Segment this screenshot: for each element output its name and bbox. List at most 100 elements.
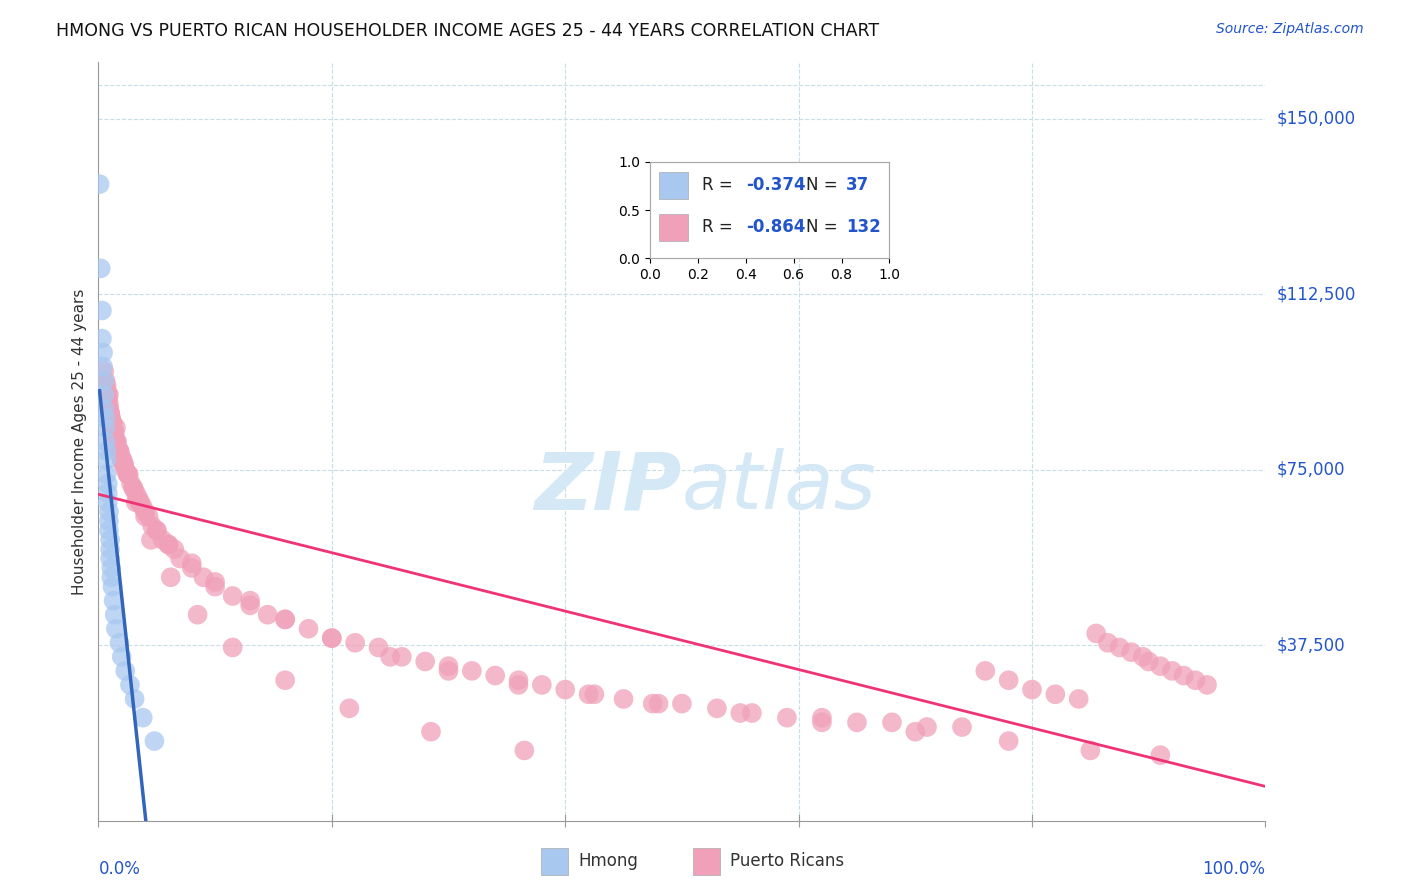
- Point: [583, 687, 606, 701]
- Point: [101, 416, 124, 430]
- Point: [706, 701, 728, 715]
- Text: $150,000: $150,000: [1277, 110, 1355, 128]
- Point: [96, 378, 118, 392]
- Point: [513, 743, 536, 757]
- Point: [950, 720, 973, 734]
- Point: [97, 514, 120, 528]
- Point: [146, 524, 169, 538]
- Point: [103, 593, 125, 607]
- Point: [141, 518, 163, 533]
- Point: [100, 561, 122, 575]
- Point: [100, 411, 122, 425]
- Point: [1121, 645, 1143, 659]
- Point: [93, 374, 115, 388]
- Point: [114, 664, 136, 678]
- Point: [1067, 692, 1090, 706]
- Point: [96, 443, 118, 458]
- Point: [380, 649, 402, 664]
- Point: [367, 640, 389, 655]
- Point: [1195, 678, 1218, 692]
- Point: [134, 505, 156, 519]
- Point: [98, 551, 121, 566]
- Point: [508, 678, 530, 692]
- Point: [97, 476, 120, 491]
- Point: [110, 449, 132, 463]
- Point: [104, 425, 127, 440]
- Point: [111, 453, 134, 467]
- Point: [274, 612, 297, 626]
- Point: [221, 589, 243, 603]
- Point: [437, 659, 460, 673]
- Point: [904, 724, 927, 739]
- Point: [554, 682, 576, 697]
- Point: [437, 664, 460, 678]
- Point: [297, 622, 319, 636]
- Point: [97, 388, 120, 402]
- Point: [413, 655, 436, 669]
- Point: [97, 401, 120, 416]
- Point: [93, 401, 115, 416]
- Text: atlas: atlas: [682, 448, 877, 526]
- Point: [578, 687, 600, 701]
- Point: [1173, 668, 1195, 682]
- Text: 132: 132: [846, 219, 882, 236]
- Y-axis label: Householder Income Ages 25 - 44 years: Householder Income Ages 25 - 44 years: [72, 288, 87, 595]
- Point: [98, 542, 121, 557]
- Point: [120, 476, 142, 491]
- Point: [997, 673, 1019, 688]
- Point: [1149, 659, 1171, 673]
- Point: [100, 570, 122, 584]
- Text: -0.864: -0.864: [745, 219, 806, 236]
- Point: [1161, 664, 1184, 678]
- Point: [337, 701, 360, 715]
- Point: [97, 392, 120, 407]
- Point: [915, 720, 938, 734]
- Text: $112,500: $112,500: [1277, 285, 1355, 303]
- Text: -0.374: -0.374: [745, 176, 806, 194]
- Point: [96, 453, 118, 467]
- Point: [111, 649, 134, 664]
- Point: [321, 631, 343, 645]
- Point: [118, 678, 141, 692]
- Point: [98, 407, 121, 421]
- Point: [97, 397, 120, 411]
- Point: [98, 533, 121, 547]
- Point: [420, 724, 443, 739]
- Point: [117, 467, 139, 482]
- Point: [1149, 748, 1171, 763]
- Point: [461, 664, 484, 678]
- Point: [641, 697, 664, 711]
- Point: [98, 407, 121, 421]
- Point: [321, 631, 343, 645]
- Point: [671, 697, 693, 711]
- Point: [105, 439, 128, 453]
- Text: Hmong: Hmong: [578, 852, 638, 870]
- Point: [811, 715, 834, 730]
- Point: [256, 607, 278, 622]
- Point: [101, 416, 124, 430]
- Point: [180, 561, 202, 575]
- Text: N =: N =: [806, 219, 842, 236]
- Point: [204, 580, 226, 594]
- Point: [127, 491, 149, 505]
- Text: HMONG VS PUERTO RICAN HOUSEHOLDER INCOME AGES 25 - 44 YEARS CORRELATION CHART: HMONG VS PUERTO RICAN HOUSEHOLDER INCOME…: [56, 22, 879, 40]
- Point: [94, 420, 117, 434]
- Text: N =: N =: [806, 176, 842, 194]
- Point: [180, 556, 202, 570]
- Point: [1045, 687, 1067, 701]
- Point: [239, 599, 262, 613]
- Point: [111, 453, 134, 467]
- Point: [104, 434, 127, 449]
- Point: [741, 706, 763, 720]
- Point: [146, 524, 169, 538]
- Bar: [659, 171, 688, 199]
- Text: 0.0%: 0.0%: [98, 860, 141, 878]
- Point: [508, 673, 530, 688]
- Point: [101, 580, 124, 594]
- Point: [1021, 682, 1043, 697]
- Bar: [659, 214, 688, 241]
- Point: [104, 434, 127, 449]
- Point: [125, 495, 148, 509]
- Point: [97, 392, 120, 407]
- Point: [880, 715, 903, 730]
